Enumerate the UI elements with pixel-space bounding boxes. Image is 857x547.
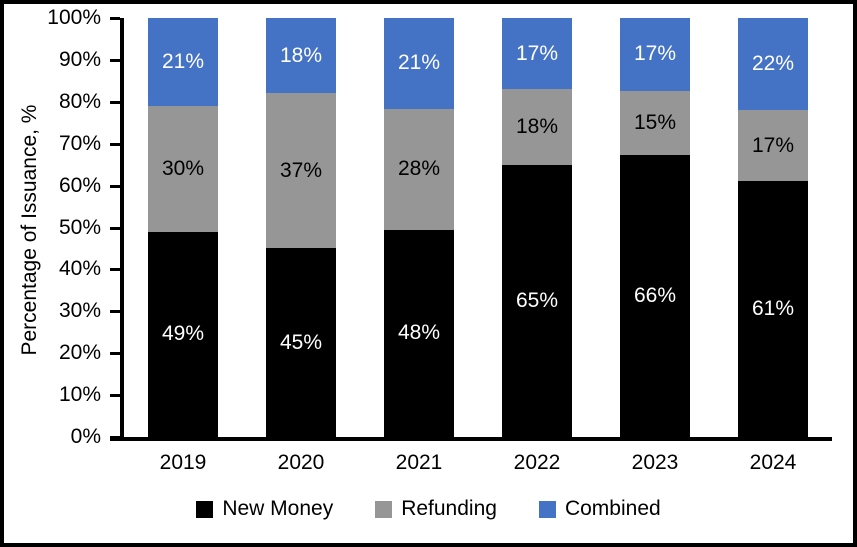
bar-2024: 61% 17% 22% xyxy=(738,18,808,437)
x-axis-label-2024: 2024 xyxy=(749,451,797,474)
bar-slot-2024: 61% 17% 22% xyxy=(714,18,832,437)
y-tick xyxy=(110,100,120,104)
segment-label: 30% xyxy=(161,156,205,180)
segment-label: 61% xyxy=(751,297,795,321)
legend-marker-new-money xyxy=(196,500,214,518)
bar-2021: 48% 28% 21% xyxy=(384,18,454,437)
x-axis-label-2020: 2020 xyxy=(277,451,325,474)
segment-label: 18% xyxy=(279,43,323,67)
segment-label: 17% xyxy=(515,41,559,65)
bar-slot-2022: 65% 18% 17% xyxy=(478,18,596,437)
segment-label: 45% xyxy=(279,330,323,354)
y-tick-label: 50% xyxy=(58,215,101,239)
y-tick xyxy=(110,352,120,356)
y-tick-label: 100% xyxy=(47,6,101,29)
y-tick xyxy=(110,268,120,272)
segment-label: 22% xyxy=(751,52,795,76)
segment-combined-2024: 22% xyxy=(738,18,808,111)
segment-combined-2019: 21% xyxy=(148,18,218,107)
y-tick xyxy=(110,58,120,62)
legend-label: Refunding xyxy=(401,497,497,520)
y-tick-label: 60% xyxy=(58,173,101,197)
y-tick-label: 80% xyxy=(58,89,101,113)
segment-refunding-2022: 18% xyxy=(502,89,572,165)
x-axis-line xyxy=(110,437,832,441)
segment-combined-2021: 21% xyxy=(384,18,454,109)
legend-label: New Money xyxy=(222,497,334,520)
y-axis: 0% 10% 20% 30% 40% 50% 60% 70% 80% 90% 100% xyxy=(4,6,120,448)
legend-marker-combined xyxy=(538,500,556,518)
legend-item-combined: Combined xyxy=(538,497,661,521)
segment-label: 21% xyxy=(397,51,441,75)
y-tick-label: 90% xyxy=(58,47,101,71)
y-tick-label: 40% xyxy=(58,257,101,281)
segment-new-money-2024: 61% xyxy=(738,181,808,437)
y-tick-label: 30% xyxy=(58,299,101,323)
legend-item-refunding: Refunding xyxy=(375,497,497,521)
segment-refunding-2020: 37% xyxy=(266,93,336,249)
legend: New Money Refunding Combined xyxy=(4,497,853,521)
segment-label: 49% xyxy=(161,322,205,346)
segment-combined-2023: 17% xyxy=(620,18,690,91)
segment-combined-2020: 18% xyxy=(266,18,336,94)
x-axis-label-2022: 2022 xyxy=(513,451,561,474)
bar-slot-2020: 45% 37% 18% xyxy=(242,18,360,437)
y-tick-label: 10% xyxy=(58,383,101,407)
y-tick xyxy=(110,184,120,188)
y-tick xyxy=(110,142,120,146)
plot-area: 49% 30% 21% 45% 37% 18% 48% 28% 21% 65% 18% 17% 66% 1… xyxy=(124,18,832,437)
segment-new-money-2019: 49% xyxy=(148,231,218,437)
y-tick xyxy=(110,310,120,314)
segment-label: 17% xyxy=(751,133,795,157)
bar-2019: 49% 30% 21% xyxy=(148,18,218,437)
segment-label: 28% xyxy=(397,157,441,181)
segment-label: 48% xyxy=(397,321,441,345)
y-tick xyxy=(110,394,120,398)
legend-item-new-money: New Money xyxy=(196,497,333,521)
y-tick-label: 70% xyxy=(58,131,101,155)
bar-2022: 65% 18% 17% xyxy=(502,18,572,437)
segment-label: 17% xyxy=(633,42,677,66)
segment-refunding-2021: 28% xyxy=(384,108,454,230)
x-axis-label-2023: 2023 xyxy=(631,451,679,474)
bar-slot-2019: 49% 30% 21% xyxy=(124,18,242,437)
segment-label: 66% xyxy=(633,283,677,307)
y-tick xyxy=(110,226,120,230)
bar-2023: 66% 15% 17% xyxy=(620,18,690,437)
segment-new-money-2023: 66% xyxy=(620,154,690,437)
bar-slot-2021: 48% 28% 21% xyxy=(360,18,478,437)
segment-label: 21% xyxy=(161,50,205,74)
segment-refunding-2019: 30% xyxy=(148,106,218,232)
legend-label: Combined xyxy=(564,497,661,520)
x-axis-label-2019: 2019 xyxy=(159,451,207,474)
legend-marker-refunding xyxy=(375,500,393,518)
segment-new-money-2022: 65% xyxy=(502,164,572,437)
segment-label: 37% xyxy=(279,158,323,182)
y-tick-label: 20% xyxy=(58,341,101,365)
segment-combined-2022: 17% xyxy=(502,18,572,90)
x-axis-labels: 2019 2020 2021 2022 2023 2024 xyxy=(124,451,832,475)
segment-label: 65% xyxy=(515,288,559,312)
y-tick-label: 0% xyxy=(70,425,101,448)
x-axis-label-2021: 2021 xyxy=(395,451,443,474)
bar-slot-2023: 66% 15% 17% xyxy=(596,18,714,437)
segment-label: 15% xyxy=(633,110,677,134)
segment-new-money-2021: 48% xyxy=(384,229,454,437)
y-tick xyxy=(110,17,120,20)
y-axis-line xyxy=(120,18,124,441)
segment-refunding-2024: 17% xyxy=(738,110,808,182)
segment-new-money-2020: 45% xyxy=(266,248,336,437)
segment-label: 18% xyxy=(515,114,559,138)
bar-2020: 45% 37% 18% xyxy=(266,18,336,437)
segment-refunding-2023: 15% xyxy=(620,90,690,155)
